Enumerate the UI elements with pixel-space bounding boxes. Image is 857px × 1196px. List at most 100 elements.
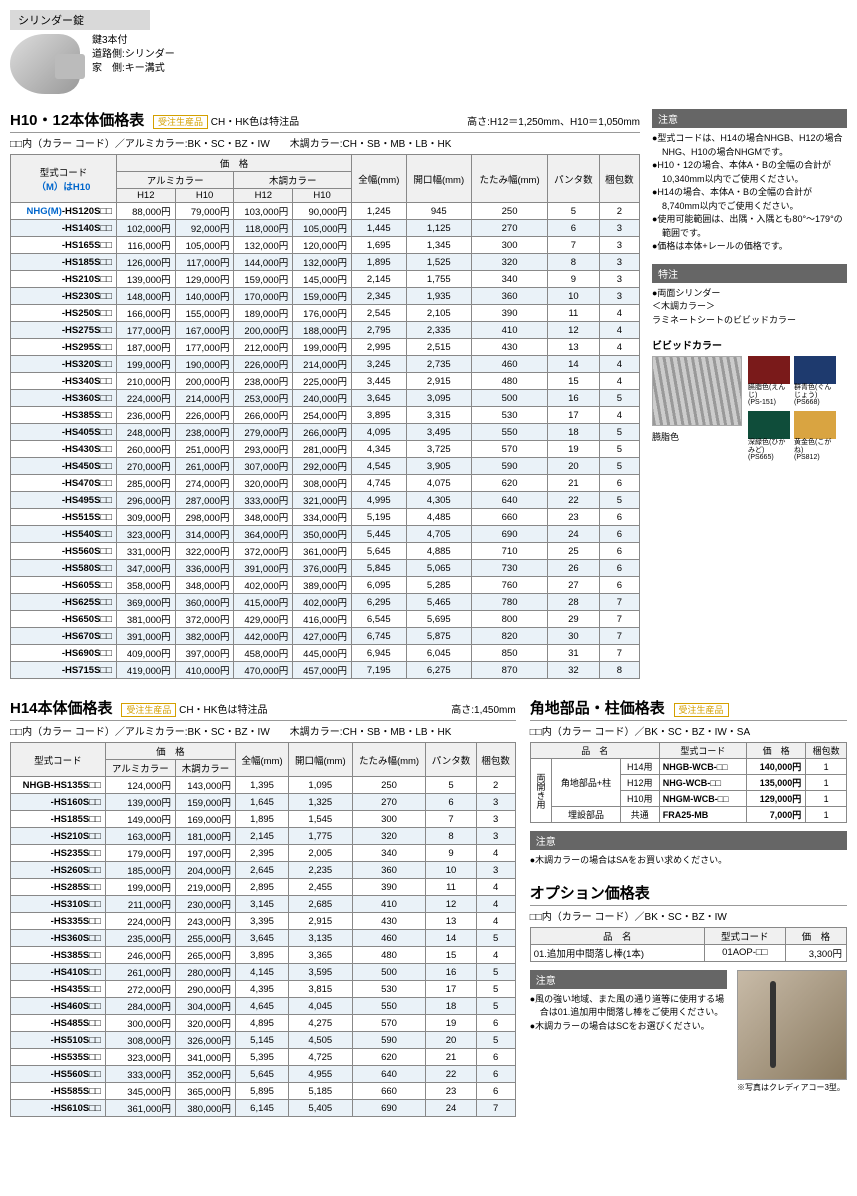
table-cell: 16 [548, 390, 600, 407]
table-cell: 780 [471, 594, 547, 611]
table-cell: 402,000円 [234, 577, 293, 594]
table-cell: -HS715S□□ [11, 662, 117, 679]
table-cell: 199,000円 [293, 339, 352, 356]
table-cell: -HS580S□□ [11, 560, 117, 577]
table-cell: 103,000円 [234, 203, 293, 220]
table-cell: 372,000円 [234, 543, 293, 560]
table-cell: 340 [471, 271, 547, 288]
table-cell: NHG-WCB-□□ [659, 775, 746, 791]
table-cell: 296,000円 [116, 492, 175, 509]
table-cell: 6 [599, 543, 639, 560]
table-cell: 23 [548, 509, 600, 526]
table-cell: 380,000円 [176, 1100, 236, 1117]
td: 3,300円 [785, 944, 846, 961]
table-cell: 314,000円 [175, 526, 234, 543]
table-cell: 135,000円 [746, 775, 805, 791]
table-cell: 10 [426, 862, 476, 879]
table-cell: 323,000円 [116, 526, 175, 543]
table-cell: 240,000円 [293, 390, 352, 407]
table-cell: 20 [426, 1032, 476, 1049]
table-cell: 300,000円 [105, 1015, 175, 1032]
table-cell: 200,000円 [234, 322, 293, 339]
table-cell: 5,445 [352, 526, 407, 543]
table-cell: 3,145 [236, 896, 289, 913]
table-cell: 348,000円 [234, 509, 293, 526]
table-cell: 304,000円 [176, 998, 236, 1015]
table-cell: 24 [426, 1100, 476, 1117]
table-cell: 204,000円 [176, 862, 236, 879]
table-cell: 281,000円 [293, 441, 352, 458]
table-cell: -HS320S□□ [11, 356, 117, 373]
table-cell: 1,775 [289, 828, 352, 845]
table-cell: 27 [548, 577, 600, 594]
table-cell: 4 [476, 879, 515, 896]
table-cell: 870 [471, 662, 547, 679]
table-cell: 5 [599, 390, 639, 407]
table-cell: 360 [352, 862, 426, 879]
table-cell: 5,465 [406, 594, 471, 611]
table-cell: 145,000円 [293, 271, 352, 288]
table-cell: -HS450S□□ [11, 458, 117, 475]
table-cell: 253,000円 [234, 390, 293, 407]
table-cell: 19 [426, 1015, 476, 1032]
table-cell: 382,000円 [175, 628, 234, 645]
table-cell: 26 [548, 560, 600, 577]
table-cell: -HS670S□□ [11, 628, 117, 645]
table-cell: 360 [471, 288, 547, 305]
table-cell: -HS470S□□ [11, 475, 117, 492]
table-cell: 280,000円 [176, 964, 236, 981]
table-cell: -HS385S□□ [11, 947, 106, 964]
table-cell: 159,000円 [234, 271, 293, 288]
table-cell: 292,000円 [293, 458, 352, 475]
kakuchi-title: 角地部品・柱価格表 [530, 697, 665, 718]
table-cell: 690 [471, 526, 547, 543]
table-cell: 105,000円 [293, 220, 352, 237]
table-cell: 2,005 [289, 845, 352, 862]
table-cell: 3,395 [236, 913, 289, 930]
table-cell: 3,495 [406, 424, 471, 441]
table-cell: 660 [352, 1083, 426, 1100]
table-cell: 11 [548, 305, 600, 322]
th: 型式コード [659, 743, 746, 759]
table-cell: 389,000円 [293, 577, 352, 594]
table-cell: -HS360S□□ [11, 930, 106, 947]
th: 全幅(mm) [352, 155, 407, 203]
option-caption: ※写真はクレディアコー3型。 [737, 1082, 847, 1093]
table-cell: 2,335 [406, 322, 471, 339]
table-cell: 148,000円 [116, 288, 175, 305]
table-cell: 13 [548, 339, 600, 356]
kakuchi-header: 角地部品・柱価格表 受注生産品 [530, 697, 847, 721]
option-table: 品 名 型式コード 価 格 01.追加用中間落し棒(1本) 01AOP-□□ 3… [530, 927, 847, 962]
tokuchu-item: ラミネートシートのビビッドカラー [652, 314, 847, 328]
table-cell: 200,000円 [175, 373, 234, 390]
table-cell: 1,245 [352, 203, 407, 220]
table-cell: 2,235 [289, 862, 352, 879]
table-cell: 6 [599, 560, 639, 577]
swatch-label: 黄金色(こがね)(PS812) [794, 439, 836, 462]
swatch-label: 深緑色(ひかみど)(PS665) [748, 439, 790, 462]
table-cell: 265,000円 [176, 947, 236, 964]
th: 型式コード [40, 168, 88, 179]
table-cell: 28 [548, 594, 600, 611]
table-cell: 1,645 [236, 794, 289, 811]
table-cell: 254,000円 [293, 407, 352, 424]
table-cell: 4 [599, 305, 639, 322]
table-cell: 361,000円 [293, 543, 352, 560]
table-cell: 219,000円 [176, 879, 236, 896]
h14-header: H14本体価格表 受注生産品 CH・HK色は特注品 高さ:1,450mm [10, 697, 516, 721]
table-cell: 7,000円 [746, 807, 805, 823]
table-cell: 710 [471, 543, 547, 560]
table-cell: 4 [476, 896, 515, 913]
table-cell: -HS210S□□ [11, 828, 106, 845]
table-cell: 290,000円 [176, 981, 236, 998]
table-cell: 381,000円 [116, 611, 175, 628]
table-cell: 3 [599, 288, 639, 305]
table-cell: 500 [352, 964, 426, 981]
lock-line: 鍵3本付 [92, 34, 175, 48]
tokuchu-title: 特注 [652, 264, 847, 283]
table-cell: 21 [548, 475, 600, 492]
color-swatch: 群青色(ぐんじょう)(PS668) [794, 356, 836, 407]
table-cell: -HS165S□□ [11, 237, 117, 254]
table-cell: 320 [352, 828, 426, 845]
table-cell: 166,000円 [116, 305, 175, 322]
